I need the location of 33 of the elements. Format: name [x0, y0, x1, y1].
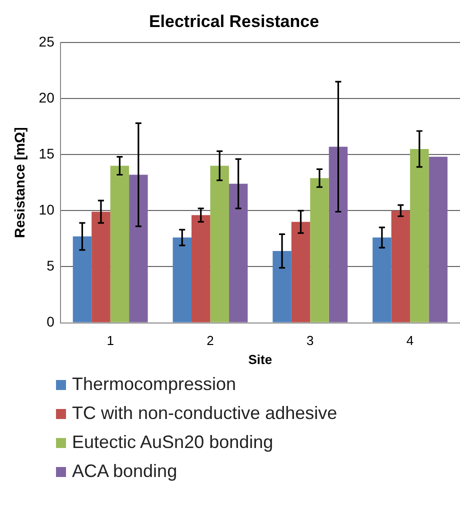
bar	[410, 148, 429, 322]
bar	[192, 215, 210, 322]
x-axis-title: Site	[248, 352, 272, 367]
bar	[210, 166, 229, 322]
bar	[272, 251, 292, 322]
bar	[291, 222, 310, 322]
y-tick-label: 20	[38, 89, 55, 106]
legend-label: Thermocompression	[72, 374, 236, 395]
x-tick-label: 1	[106, 333, 114, 348]
x-tick-label: 3	[306, 333, 314, 348]
bar	[92, 212, 110, 322]
chart-title: Electrical Resistance	[148, 12, 320, 31]
bar	[228, 184, 248, 322]
y-tick-label: 0	[46, 314, 55, 330]
y-tick-label: 15	[38, 145, 55, 162]
bar	[129, 174, 148, 322]
bar	[328, 146, 348, 322]
y-axis-title: Resistance [mΩ]	[11, 127, 28, 238]
y-tick-label: 25	[38, 33, 55, 50]
bar	[72, 236, 92, 322]
bar	[110, 166, 130, 322]
y-tick-label: 5	[46, 258, 55, 274]
y-tick-label: 10	[38, 202, 55, 218]
legend-label: TC with non-conductive adhesive	[72, 403, 338, 424]
bar	[372, 238, 392, 322]
x-tick-label: 4	[406, 333, 414, 348]
bar	[428, 156, 448, 322]
bar	[172, 238, 192, 322]
x-tick-label: 2	[206, 333, 214, 348]
bar	[310, 178, 329, 322]
legend-label: Eutectic AuSn20 bonding	[72, 432, 274, 453]
bar	[391, 210, 410, 322]
legend-label: ACA bonding	[72, 461, 178, 482]
